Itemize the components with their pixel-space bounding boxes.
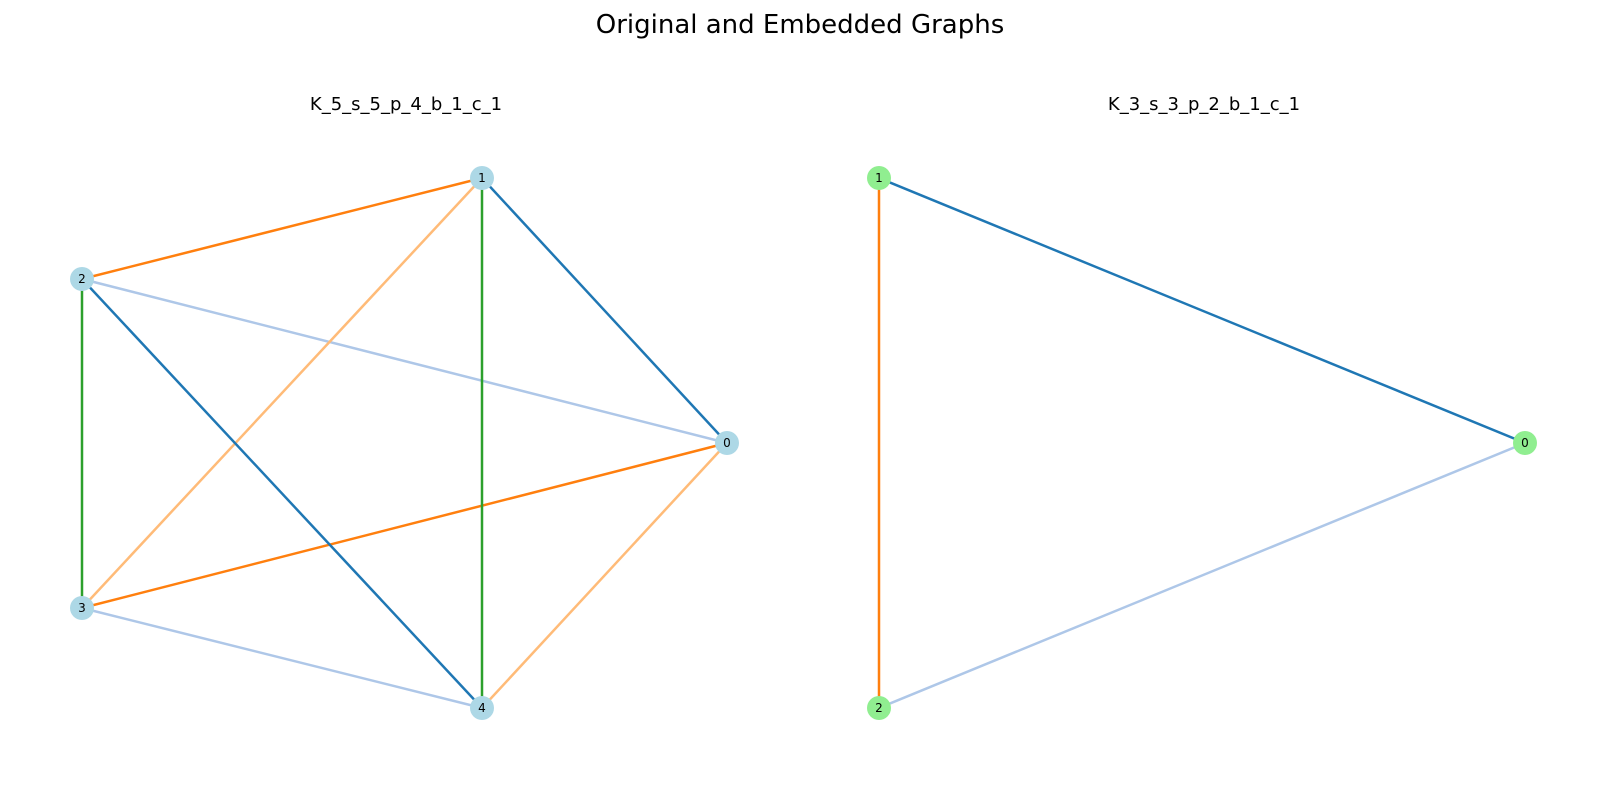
node-1 [867, 166, 891, 190]
node-label-2: 2 [875, 701, 883, 715]
edge-0-2 [81, 277, 728, 445]
node-0 [715, 431, 739, 455]
edge-1-3 [81, 177, 483, 609]
edge-0-4 [481, 442, 728, 709]
node-label-4: 4 [478, 701, 486, 715]
embedded-graph: 0 1 2 [867, 166, 1537, 720]
edge-0-1 [481, 177, 728, 444]
edge-0-1 [878, 176, 1526, 445]
node-label-0: 0 [723, 436, 731, 450]
node-0 [1513, 431, 1537, 455]
node-4 [470, 696, 494, 720]
figure-title: Original and Embedded Graphs [595, 10, 1005, 40]
edge-2-4 [81, 278, 483, 709]
node-label-1: 1 [875, 171, 883, 185]
node-1 [470, 166, 494, 190]
edge-1-2 [81, 176, 483, 281]
original-graph: 0 1 2 3 4 [70, 166, 739, 720]
node-label-1: 1 [478, 171, 486, 185]
node-2 [70, 267, 94, 291]
node-3 [70, 596, 94, 620]
edge-0-2 [878, 441, 1526, 710]
node-label-2: 2 [78, 272, 86, 286]
original-graph-title: K_5_s_5_p_4_b_1_c_1 [309, 94, 503, 115]
node-label-3: 3 [78, 601, 86, 615]
embedded-graph-title: K_3_s_3_p_2_b_1_c_1 [1107, 94, 1301, 115]
node-2 [867, 696, 891, 720]
edge-0-3 [81, 441, 728, 610]
edge-3-4 [81, 606, 483, 710]
node-label-0: 0 [1521, 436, 1529, 450]
